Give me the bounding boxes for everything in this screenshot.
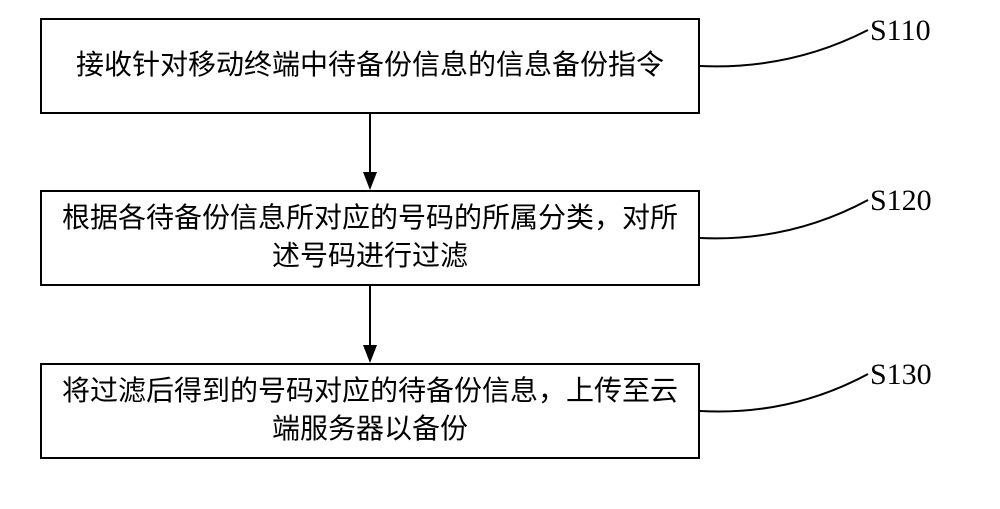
arrow-head xyxy=(363,345,377,363)
leader-curve xyxy=(700,200,868,238)
connector-layer xyxy=(0,0,1000,509)
arrow-head xyxy=(363,172,377,190)
leader-curve xyxy=(700,30,868,66)
leader-curve xyxy=(700,374,868,412)
flowchart-canvas: 接收针对移动终端中待备份信息的信息备份指令根据各待备份信息所对应的号码的所属分类… xyxy=(0,0,1000,509)
